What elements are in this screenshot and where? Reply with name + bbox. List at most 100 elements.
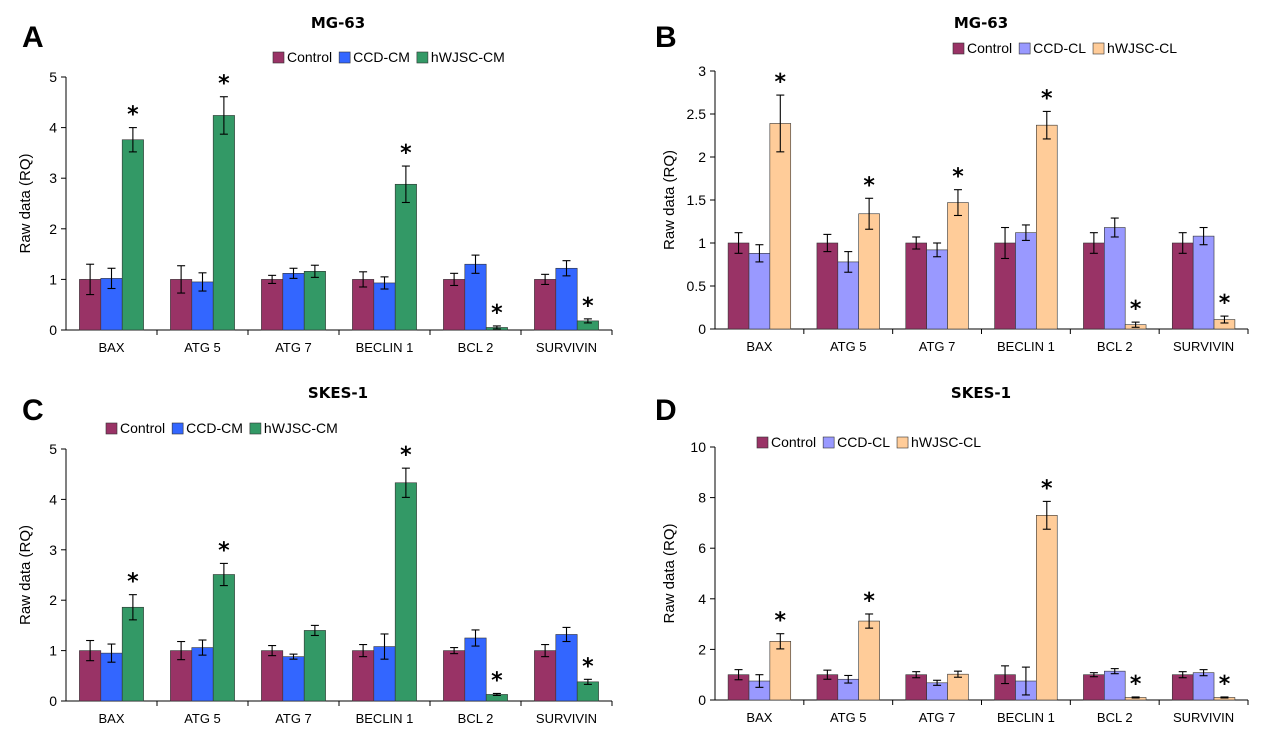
significance-marker: * [400, 443, 412, 468]
x-tick-label: BAX [98, 711, 124, 726]
panel-title: MG-63 [954, 14, 1008, 32]
significance-marker: * [1130, 297, 1142, 322]
legend-item: CCD-CL [837, 434, 890, 450]
y-tick-label: 2 [698, 641, 706, 657]
bar [1104, 227, 1126, 330]
bar [1104, 670, 1126, 701]
legend-swatch [416, 51, 429, 64]
x-tick-label: BECLIN 1 [356, 340, 414, 355]
bar [858, 213, 880, 330]
legend-item: CCD-CL [1033, 40, 1086, 56]
significance-marker: * [775, 609, 787, 634]
bar [769, 641, 792, 701]
panel-b: B MG-63 0 0.5 1 1.5 2 2.5 3 Raw data (RQ) BAX * ATG … [655, 14, 1249, 354]
x-tick-label: BCL 2 [1097, 339, 1133, 354]
panel-letter: A [22, 21, 44, 54]
significance-marker: * [775, 70, 787, 95]
legend-item: Control [287, 49, 332, 65]
x-tick-label: ATG 7 [275, 340, 312, 355]
y-tick-label: 0 [698, 321, 706, 337]
bar [212, 115, 235, 331]
legend-swatch [822, 436, 835, 449]
significance-marker: * [952, 165, 964, 190]
panel-d: D SKES-1 0 2 4 6 8 10 Raw data (RQ) BAX * ATG 5 * ATG… [655, 384, 1249, 725]
significance-marker: * [1041, 86, 1053, 111]
significance-marker: * [218, 538, 230, 563]
bar [947, 673, 969, 701]
bar [1192, 235, 1215, 330]
bar [727, 242, 750, 330]
y-tick-label: 1 [698, 235, 706, 251]
x-tick-label: ATG 7 [919, 339, 956, 354]
bar [121, 606, 144, 702]
legend-swatch [756, 436, 769, 449]
bar [905, 674, 927, 701]
bar [373, 282, 396, 331]
legend-item: hWJSC-CL [911, 434, 981, 450]
bar [352, 650, 375, 702]
bar [1083, 674, 1105, 701]
x-tick-label: BCL 2 [1097, 710, 1133, 725]
bar [534, 279, 557, 331]
legend-item: CCD-CM [353, 49, 410, 65]
y-axis-label: Raw data (RQ) [661, 523, 678, 623]
y-tick-label: 5 [49, 69, 57, 85]
bar [1083, 242, 1105, 330]
legend-swatch [338, 51, 351, 64]
panel-letter: C [22, 394, 44, 427]
y-axis-label: Raw data (RQ) [17, 525, 34, 625]
significance-marker: * [127, 570, 139, 595]
x-tick-label: ATG 7 [275, 711, 312, 726]
x-tick-label: SURVIVIN [536, 340, 597, 355]
y-tick-label: 3 [698, 63, 706, 79]
legend-item: Control [120, 420, 165, 436]
panel-c: C SKES-1 0 1 2 3 4 5 Raw data (RQ) BAX * ATG 5 * ATG … [17, 384, 613, 726]
legend-swatch [896, 436, 909, 449]
bar [261, 650, 284, 702]
x-tick-label: BAX [746, 339, 772, 354]
significance-marker: * [1219, 291, 1231, 316]
y-tick-label: 8 [698, 490, 706, 506]
y-tick-label: 5 [49, 441, 57, 457]
significance-marker: * [400, 141, 412, 166]
bar [1036, 124, 1058, 330]
bar [555, 267, 578, 331]
bar [748, 253, 771, 330]
x-tick-label: BECLIN 1 [997, 710, 1055, 725]
y-tick-label: 0 [698, 692, 706, 708]
significance-marker: * [863, 173, 875, 198]
bar [464, 263, 487, 331]
legend-item: hWJSC-CM [431, 49, 505, 65]
y-tick-label: 4 [49, 120, 57, 136]
legend-swatch [1018, 42, 1031, 55]
bar [1192, 672, 1215, 701]
significance-marker: * [491, 301, 503, 326]
bar [858, 620, 880, 701]
y-tick-label: 3 [49, 170, 57, 186]
y-tick-label: 0 [49, 322, 57, 338]
bar [769, 123, 792, 330]
legend-swatch [105, 422, 118, 435]
significance-marker: * [863, 589, 875, 614]
panel-title: SKES-1 [951, 384, 1011, 402]
y-tick-label: 2.5 [687, 106, 707, 122]
y-tick-label: 3 [49, 542, 57, 558]
y-tick-label: 1 [49, 643, 57, 659]
legend-item: hWJSC-CM [264, 420, 338, 436]
bar [121, 139, 144, 331]
y-tick-label: 1.5 [687, 192, 707, 208]
bar [394, 183, 417, 331]
x-tick-label: ATG 7 [919, 710, 956, 725]
legend-item: hWJSC-CL [1107, 40, 1177, 56]
legend-swatch [249, 422, 262, 435]
y-axis-label: Raw data (RQ) [661, 150, 678, 250]
x-tick-label: ATG 5 [830, 339, 867, 354]
panel-letter: D [655, 394, 677, 427]
significance-marker: * [1130, 672, 1142, 697]
y-tick-label: 4 [698, 591, 706, 607]
legend-swatch [171, 422, 184, 435]
x-tick-label: SURVIVIN [1173, 339, 1234, 354]
bar [212, 574, 235, 702]
legend-swatch [952, 42, 965, 55]
significance-marker: * [218, 72, 230, 97]
